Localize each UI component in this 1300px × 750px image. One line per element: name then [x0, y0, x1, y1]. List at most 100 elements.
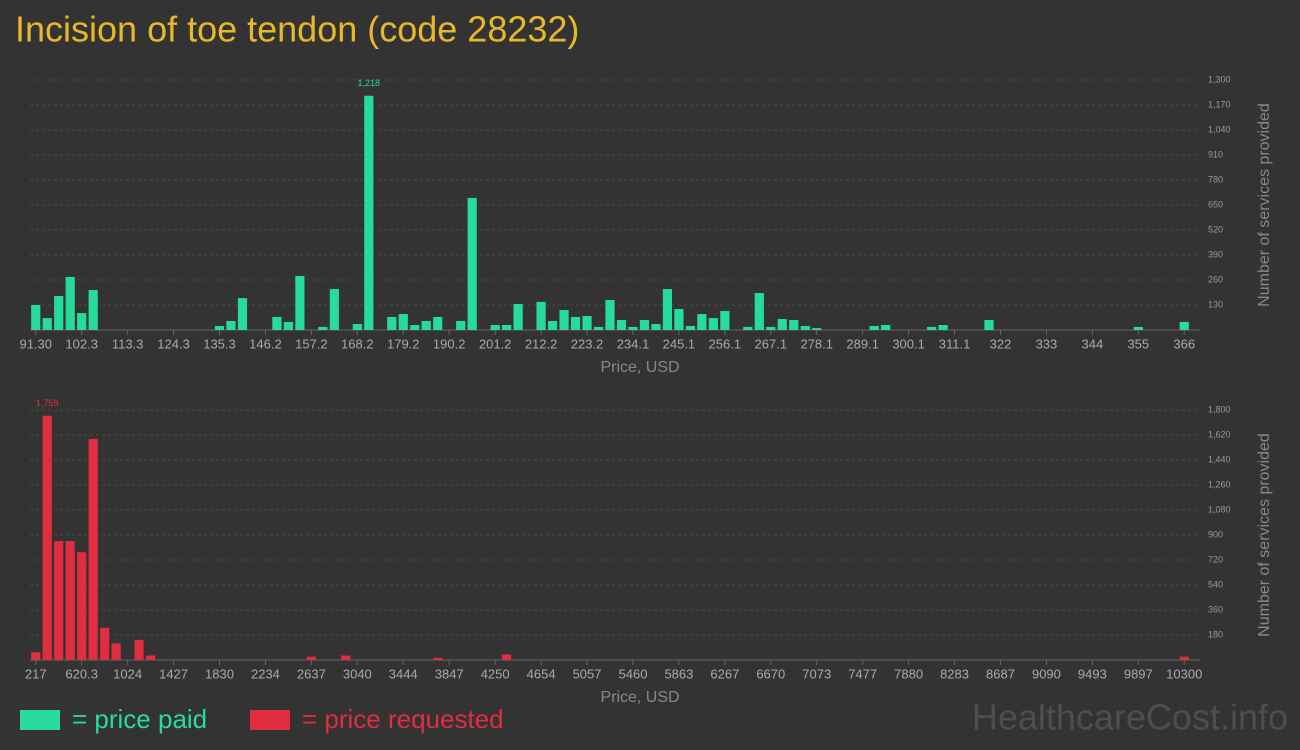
y-tick-label: 1,170 [1208, 99, 1231, 109]
x-tick-label: 256.1 [709, 336, 742, 351]
bar [54, 295, 64, 330]
watermark: HealthcareCost.info [972, 697, 1288, 738]
x-tick-label: 333 [1036, 336, 1058, 351]
bar [674, 309, 684, 330]
x-tick-label: 311.1 [939, 336, 971, 351]
x-tick-label: 91.30 [19, 336, 52, 351]
x-tick-label: 124.3 [157, 336, 190, 351]
x-tick-label: 289.1 [846, 336, 879, 351]
bar [616, 320, 627, 330]
bar [502, 654, 512, 660]
bar [490, 325, 500, 330]
x-tick-label: 9090 [1032, 666, 1061, 681]
bar [697, 314, 707, 330]
bar [743, 326, 753, 330]
x-tick-label: 168.2 [341, 336, 374, 351]
x-tick-label: 620.3 [65, 666, 98, 681]
bar [433, 657, 443, 660]
bar [146, 655, 156, 660]
x-tick-label: 157.2 [295, 336, 328, 351]
y-tick-label: 260 [1208, 274, 1223, 284]
bar [214, 325, 225, 330]
legend-label: = price paid [72, 704, 207, 734]
x-tick-label: 7477 [848, 666, 877, 681]
y-tick-label: 130 [1208, 299, 1223, 309]
bar [1179, 656, 1189, 660]
x-tick-label: 5460 [619, 666, 648, 681]
x-tick-label: 278.1 [800, 336, 833, 351]
x-tick-label: 3444 [389, 666, 418, 681]
x-tick-label: 102.3 [65, 336, 98, 351]
value-label: 1,759 [36, 398, 59, 408]
x-axis-label: Price, USD [600, 689, 679, 706]
bar [410, 325, 420, 330]
bar [513, 304, 523, 330]
x-tick-label: 113.3 [112, 336, 144, 351]
x-tick-label: 5863 [664, 666, 693, 681]
x-tick-label: 223.2 [571, 336, 604, 351]
bar [456, 320, 466, 330]
y-tick-label: 1,260 [1208, 479, 1231, 489]
bar [352, 324, 362, 330]
bar [536, 301, 546, 330]
bar [237, 298, 248, 330]
y-tick-label: 180 [1208, 629, 1223, 639]
bar [984, 320, 994, 330]
legend-label: = price requested [302, 704, 504, 734]
bar [869, 325, 879, 330]
bar [605, 300, 615, 330]
bar [341, 655, 351, 660]
bar [720, 310, 730, 330]
x-tick-label: 201.2 [479, 336, 512, 351]
y-tick-label: 720 [1208, 554, 1223, 564]
x-tick-label: 7880 [894, 666, 923, 681]
bar [593, 326, 604, 330]
bar [433, 316, 443, 330]
page-title: Incision of toe tendon (code 28232) [15, 9, 579, 50]
x-tick-label: 8687 [986, 666, 1015, 681]
x-tick-label: 2637 [297, 666, 326, 681]
y-tick-label: 390 [1208, 249, 1223, 259]
bar [559, 310, 569, 330]
legend-swatch [250, 710, 290, 730]
bar [226, 320, 236, 330]
x-tick-label: 1427 [159, 666, 188, 681]
bar [387, 316, 397, 330]
bar [777, 319, 787, 330]
x-tick-label: 344 [1082, 336, 1104, 351]
x-tick-label: 2234 [251, 666, 280, 681]
y-axis-label: Number of services provided [1256, 433, 1273, 637]
bar [65, 276, 75, 330]
x-tick-label: 10300 [1166, 666, 1202, 681]
y-tick-label: 520 [1208, 224, 1223, 234]
x-tick-label: 4250 [481, 666, 510, 681]
y-tick-label: 1,620 [1208, 429, 1231, 439]
x-tick-label: 6267 [710, 666, 739, 681]
bar [77, 313, 87, 330]
bar [685, 325, 695, 330]
bar [926, 326, 937, 330]
x-tick-label: 9897 [1124, 666, 1153, 681]
bar [42, 415, 52, 660]
x-tick-label: 366 [1173, 336, 1195, 351]
bar [467, 197, 477, 330]
bar [651, 324, 661, 330]
bar [329, 289, 339, 330]
y-tick-label: 1,300 [1208, 74, 1231, 84]
x-tick-label: 5057 [573, 666, 602, 681]
x-tick-label: 322 [990, 336, 1012, 351]
bar [547, 320, 558, 330]
bar [800, 325, 810, 330]
legend-swatch [20, 710, 60, 730]
bar [570, 316, 581, 330]
bar [812, 328, 822, 330]
y-axis-label: Number of services provided [1256, 103, 1273, 307]
x-tick-label: 1830 [205, 666, 234, 681]
x-tick-label: 355 [1127, 336, 1149, 351]
x-tick-label: 7073 [802, 666, 831, 681]
y-tick-label: 360 [1208, 604, 1223, 614]
bar [1179, 321, 1189, 330]
x-tick-label: 212.2 [525, 336, 558, 351]
x-tick-label: 267.1 [755, 336, 788, 351]
